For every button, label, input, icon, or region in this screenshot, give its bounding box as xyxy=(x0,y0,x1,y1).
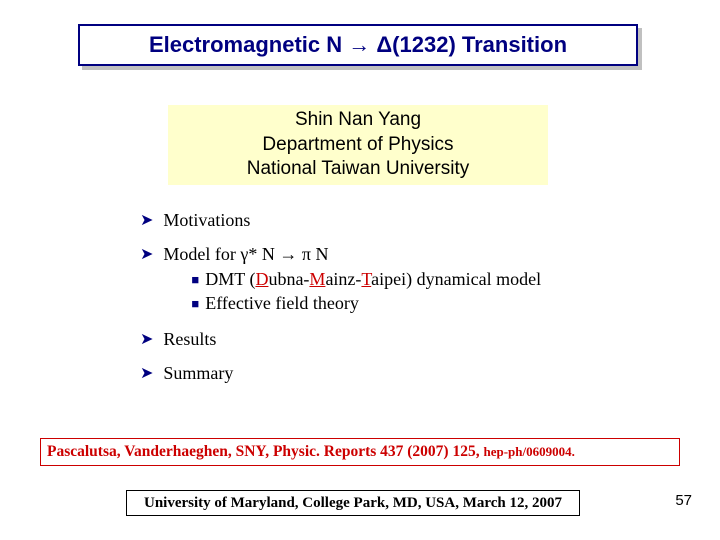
author-inst: National Taiwan University xyxy=(247,157,469,182)
bullet-square-icon: ■ xyxy=(191,293,199,315)
author-dept: Department of Physics xyxy=(262,133,453,158)
bullet-arrow-icon: ➤ xyxy=(140,210,153,232)
outline-item-results: ➤ Results xyxy=(140,329,620,351)
subitem-dmt: ■ DMT (Dubna-Mainz-Taipei) dynamical mod… xyxy=(191,269,620,291)
outline-item-model: ➤ Model for γ* N → π N ■ DMT (Dubna-Main… xyxy=(140,244,620,317)
outline-label: Motivations xyxy=(163,210,620,231)
outline: ➤ Motivations ➤ Model for γ* N → π N ■ D… xyxy=(140,210,620,397)
outline-item-summary: ➤ Summary xyxy=(140,363,620,385)
bullet-arrow-icon: ➤ xyxy=(140,329,153,351)
reference-box: Pascalutsa, Vanderhaeghen, SNY, Physic. … xyxy=(40,438,680,466)
bullet-square-icon: ■ xyxy=(191,269,199,291)
venue-text: University of Maryland, College Park, MD… xyxy=(144,495,562,512)
outline-label: Summary xyxy=(163,363,620,384)
page-title: Electromagnetic N → Δ(1232) Transition xyxy=(149,32,567,58)
reference-text: Pascalutsa, Vanderhaeghen, SNY, Physic. … xyxy=(47,443,575,461)
bullet-arrow-icon: ➤ xyxy=(140,244,153,266)
model-text: Model for γ* N → π N xyxy=(163,244,328,264)
model-subitems: ■ DMT (Dubna-Mainz-Taipei) dynamical mod… xyxy=(191,269,620,315)
bullet-arrow-icon: ➤ xyxy=(140,363,153,385)
dmt-text: DMT (Dubna-Mainz-Taipei) dynamical model xyxy=(205,269,541,290)
eft-text: Effective field theory xyxy=(205,293,359,314)
venue-box: University of Maryland, College Park, MD… xyxy=(126,490,580,516)
outline-item-motivations: ➤ Motivations xyxy=(140,210,620,232)
outline-model-body: Model for γ* N → π N ■ DMT (Dubna-Mainz-… xyxy=(163,244,620,317)
page-number: 57 xyxy=(675,492,692,509)
author-box: Shin Nan Yang Department of Physics Nati… xyxy=(168,105,548,185)
subitem-eft: ■ Effective field theory xyxy=(191,293,620,315)
title-box: Electromagnetic N → Δ(1232) Transition xyxy=(78,24,638,66)
outline-label: Results xyxy=(163,329,620,350)
author-name: Shin Nan Yang xyxy=(295,108,421,133)
